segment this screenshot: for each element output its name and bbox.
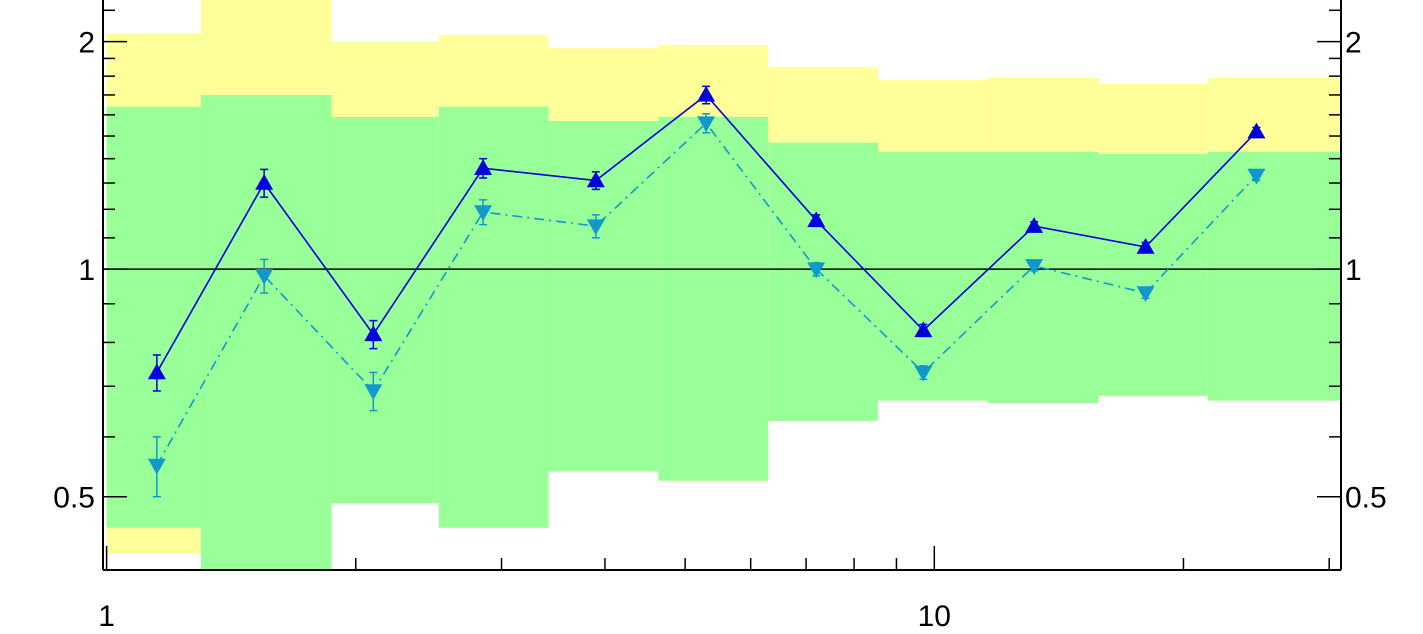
data-point-1-5 bbox=[697, 116, 716, 133]
y-tick-label-left-1: 1 bbox=[78, 254, 95, 287]
band-green-1 bbox=[200, 94, 332, 570]
series-0 bbox=[147, 85, 1266, 392]
data-point-1-1 bbox=[255, 269, 274, 285]
y-tick-label-left-2: 2 bbox=[78, 27, 95, 60]
band-green-9 bbox=[1098, 154, 1208, 396]
tick-labels: 0.5 0.5 1 1 2 2 1 10 bbox=[53, 27, 1386, 633]
data-point-0-4 bbox=[586, 171, 605, 188]
data-point-0-5 bbox=[697, 85, 716, 102]
data-point-1-7 bbox=[914, 365, 933, 382]
data-point-1-0 bbox=[147, 458, 166, 475]
data-point-1-6 bbox=[807, 262, 826, 279]
series-1 bbox=[147, 113, 1266, 498]
band-green-0 bbox=[106, 106, 201, 528]
data-point-1-9 bbox=[1136, 286, 1155, 302]
band-green-10 bbox=[1207, 151, 1341, 401]
band-green-6 bbox=[768, 142, 878, 421]
data-point-0-10 bbox=[1247, 122, 1266, 139]
band-green-4 bbox=[548, 121, 659, 472]
y-tick-label-right-2: 2 bbox=[1345, 27, 1362, 60]
x-tick-label-1: 10 bbox=[918, 600, 951, 633]
data-point-1-3 bbox=[474, 205, 493, 222]
uncertainty-bands bbox=[106, 0, 1341, 570]
plot-frame bbox=[102, 0, 1342, 571]
data-point-1-8 bbox=[1025, 259, 1044, 275]
data-point-1-2 bbox=[364, 384, 383, 400]
band-green-8 bbox=[987, 151, 1099, 404]
band-green-2 bbox=[331, 116, 439, 504]
y-tick-label-right-1: 1 bbox=[1345, 254, 1362, 287]
data-point-0-1 bbox=[255, 174, 274, 190]
band-green-5 bbox=[658, 116, 769, 481]
data-point-0-2 bbox=[364, 325, 383, 342]
data-point-0-3 bbox=[474, 159, 493, 175]
data-point-0-6 bbox=[807, 211, 826, 228]
band-green-7 bbox=[877, 151, 988, 401]
data-point-0-0 bbox=[147, 363, 166, 380]
data-point-0-7 bbox=[914, 321, 933, 338]
band-green-3 bbox=[438, 106, 549, 528]
y-tick-label-left-0: 0.5 bbox=[53, 482, 95, 515]
x-tick-label-0: 1 bbox=[98, 600, 115, 633]
data-series bbox=[147, 85, 1266, 498]
y-tick-label-right-0: 0.5 bbox=[1345, 482, 1387, 515]
data-point-1-10 bbox=[1247, 168, 1266, 185]
data-point-1-4 bbox=[586, 219, 605, 236]
data-point-0-8 bbox=[1025, 217, 1044, 233]
data-point-0-9 bbox=[1136, 237, 1155, 254]
